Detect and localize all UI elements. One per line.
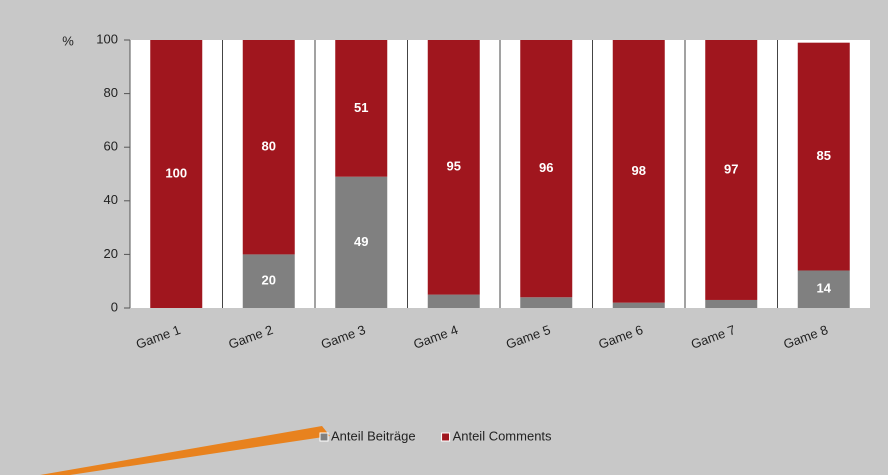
bar-segment [427,40,480,295]
arrow-annotation [40,426,330,475]
bar-segment [335,176,388,308]
value-label: 51 [354,100,368,115]
bar-segment [705,299,758,308]
value-label: 100 [165,165,187,180]
bar-segment [705,40,758,300]
value-label: 97 [724,161,738,176]
value-label: 14 [817,281,832,296]
y-axis-label: % [62,33,74,48]
value-label: 49 [354,234,368,249]
value-label: 98 [632,163,646,178]
legend-swatch [319,432,329,442]
y-tick-label: 20 [104,246,118,261]
value-label: 20 [262,273,276,288]
legend-label: Anteil Beiträge [331,428,416,443]
bar-segment [242,254,295,308]
bar-segment [520,40,573,298]
y-tick-label: 80 [104,85,118,100]
bar-segment [797,270,850,308]
value-label: 96 [539,160,553,175]
y-tick-label: 40 [104,192,118,207]
y-tick-label: 100 [96,31,118,46]
value-label: 85 [817,148,831,163]
bar-segment [612,302,665,308]
value-label: 80 [262,139,276,154]
bar-segment [335,40,388,177]
bar-segment [150,40,203,308]
bar-segment [427,294,480,308]
legend-swatch [441,432,451,442]
y-tick-label: 0 [111,299,118,314]
legend-label: Anteil Comments [453,428,552,443]
bar-segment [520,297,573,308]
bar-segment [797,42,850,271]
value-label: 95 [447,159,461,174]
bar-segment [612,40,665,303]
y-tick-label: 60 [104,139,118,154]
bar-segment [242,40,295,255]
